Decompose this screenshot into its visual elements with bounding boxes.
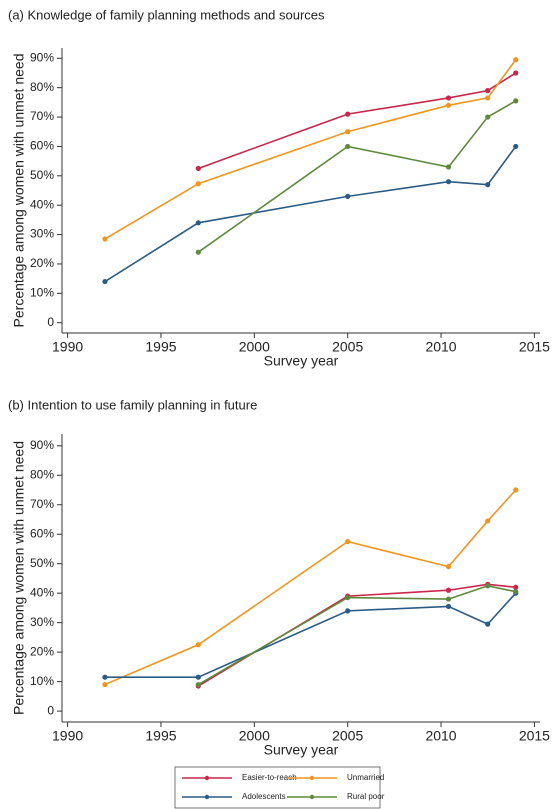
legend-label: Adolescents	[242, 792, 286, 801]
data-point	[195, 249, 201, 255]
data-point	[445, 587, 452, 593]
data-point	[485, 182, 491, 188]
y-tick-label: 30%	[30, 615, 54, 629]
series-line	[104, 145, 517, 283]
y-tick-label: 90%	[30, 438, 54, 452]
data-point	[195, 642, 201, 648]
data-point	[345, 143, 351, 150]
data-point	[195, 220, 201, 226]
y-tick-label: 40%	[30, 197, 54, 211]
x-tick-label: 2000	[239, 339, 270, 355]
data-point	[195, 674, 201, 680]
y-tick-label: 70%	[30, 497, 54, 511]
y-tick-label: 50%	[30, 556, 54, 570]
data-point	[445, 603, 452, 610]
y-axis-label: Percentage among women with unmet need	[11, 441, 27, 715]
data-point	[485, 583, 491, 589]
data-point	[345, 193, 351, 199]
data-point	[513, 98, 519, 104]
series-line	[197, 100, 517, 253]
chart-title: (b) Intention to use family planning in …	[8, 397, 257, 412]
data-point	[345, 111, 351, 117]
legend-label: Easier-to-reach	[242, 773, 297, 782]
data-point	[345, 595, 351, 601]
x-axis-label: Survey year	[264, 353, 339, 369]
y-tick-label: 10%	[30, 674, 54, 688]
y-axis-label: Percentage among women with unmet need	[11, 54, 27, 328]
y-tick-label: 10%	[30, 286, 54, 300]
chart-title: (a) Knowledge of family planning methods…	[8, 7, 325, 22]
x-tick-label: 1990	[52, 339, 83, 355]
data-point	[445, 95, 452, 101]
data-point	[445, 596, 452, 602]
x-tick-label: 1995	[145, 728, 176, 744]
y-tick-label: 60%	[30, 526, 54, 540]
y-tick-label: 90%	[30, 50, 54, 64]
legend-marker	[204, 794, 210, 800]
y-tick-label: 60%	[30, 139, 54, 153]
data-point	[345, 608, 351, 614]
data-point	[513, 143, 519, 150]
data-point	[513, 487, 519, 493]
data-point	[345, 129, 351, 135]
data-point	[485, 95, 491, 101]
y-tick-label: 0	[47, 315, 54, 329]
x-tick-label: 1990	[52, 728, 83, 744]
y-tick-label: 20%	[30, 644, 54, 658]
series-line	[104, 592, 517, 678]
data-point	[102, 674, 108, 680]
data-point	[445, 102, 452, 108]
data-point	[445, 179, 452, 185]
y-tick-label: 50%	[30, 168, 54, 182]
series-line	[104, 59, 517, 240]
y-tick-label: 40%	[30, 585, 54, 599]
x-tick-label: 2015	[519, 728, 550, 744]
x-tick-label: 2010	[425, 728, 456, 744]
series-line	[104, 489, 517, 686]
y-tick-label: 70%	[30, 109, 54, 123]
x-tick-label: 2005	[332, 728, 363, 744]
x-tick-label: 2005	[332, 339, 363, 355]
data-point	[485, 518, 491, 524]
data-point	[445, 164, 452, 170]
y-tick-label: 80%	[30, 467, 54, 481]
legend-label: Rural poor	[347, 792, 385, 801]
legend-marker	[204, 775, 210, 781]
y-tick-label: 80%	[30, 80, 54, 94]
data-point	[102, 236, 108, 242]
data-point	[513, 70, 519, 76]
x-tick-label: 2015	[519, 339, 550, 355]
y-tick-label: 30%	[30, 227, 54, 241]
y-tick-label: 20%	[30, 256, 54, 270]
y-tick-label: 0	[47, 703, 54, 717]
data-point	[195, 165, 201, 172]
series-line	[198, 72, 517, 170]
legend-box	[174, 766, 381, 809]
x-tick-label: 2000	[239, 728, 270, 744]
data-point	[513, 584, 519, 590]
data-point	[102, 278, 108, 285]
data-point	[345, 538, 351, 545]
legend-marker	[309, 775, 315, 781]
data-point	[195, 681, 201, 688]
data-point	[102, 681, 108, 688]
data-point	[445, 564, 452, 570]
data-point	[513, 57, 519, 63]
series-line	[197, 583, 516, 687]
data-point	[485, 88, 491, 94]
x-tick-label: 2010	[425, 339, 456, 355]
x-tick-label: 1995	[145, 339, 176, 355]
data-point	[485, 114, 491, 120]
data-point	[513, 589, 519, 595]
series-line	[197, 584, 516, 686]
x-axis-label: Survey year	[264, 742, 339, 758]
legend-label: Unmarried	[347, 773, 384, 782]
legend-marker	[309, 794, 315, 800]
data-point	[485, 621, 491, 627]
data-point	[195, 181, 201, 187]
